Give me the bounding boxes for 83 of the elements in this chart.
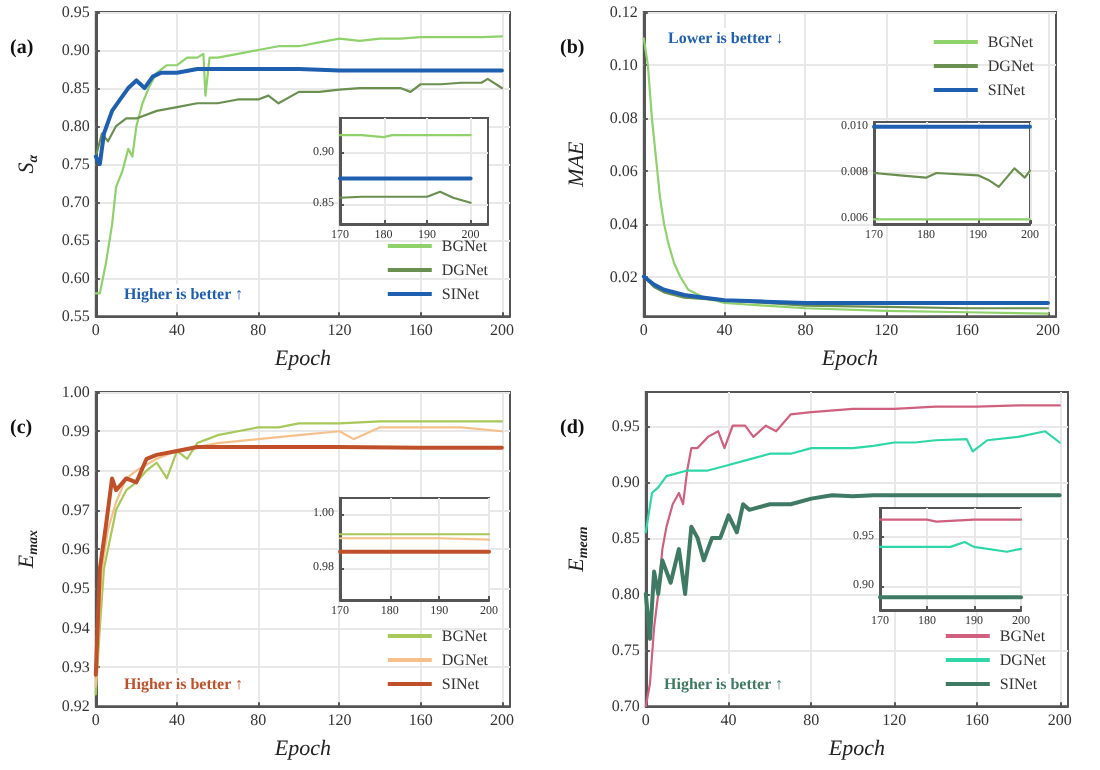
y-tick-label: 0.06 — [609, 161, 638, 180]
y-tick-label: 0.93 — [61, 657, 90, 676]
x-tick-label: 40 — [169, 711, 186, 730]
x-tick-label: 80 — [803, 711, 820, 730]
annotation: Higher is better ↑ — [124, 285, 243, 303]
y-tick-label: 0.98 — [61, 461, 90, 480]
text: (b) — [560, 37, 585, 59]
x-tick-label: 80 — [250, 321, 267, 340]
y-tick-label: 0.95 — [61, 579, 90, 598]
y-tick-label: 0.90 — [611, 472, 640, 491]
y-tick-label: 0.55 — [61, 307, 90, 326]
line-series — [644, 404, 1061, 708]
text: (a) — [10, 37, 34, 59]
legend-label: DGNet — [987, 57, 1036, 75]
x-tick-label: 200 — [1035, 321, 1060, 340]
line-series — [644, 430, 1061, 534]
x-axis-title: Epoch — [272, 737, 332, 761]
y-tick-label: 0.96 — [61, 540, 90, 559]
y-tick-label: 0.70 — [61, 193, 90, 212]
x-tick-label: 160 — [964, 711, 989, 730]
x-tick-label: 120 — [874, 321, 899, 340]
y-tick-label: 0.12 — [609, 3, 638, 21]
x-tick-label: 160 — [408, 321, 433, 340]
x-tick-label: 200 — [489, 711, 514, 730]
legend-label: SINet — [441, 285, 481, 303]
y-tick-label: 0.95 — [61, 3, 90, 21]
x-axis-title: Epoch — [272, 347, 332, 371]
x-tick-label: 200 — [489, 321, 514, 340]
y-tick-label: 0.60 — [61, 269, 90, 288]
legend-label: BGNet — [999, 627, 1047, 645]
x-axis-title: Epoch — [826, 737, 886, 761]
annotation: Higher is better ↑ — [664, 675, 783, 693]
legend-label: DGNet — [441, 651, 490, 669]
y-tick-label: 0.85 — [611, 528, 640, 547]
x-tick-label: 120 — [882, 711, 907, 730]
x-tick-label: 80 — [250, 711, 267, 730]
x-axis-title: Epoch — [819, 347, 879, 371]
y-tick-label: 0.70 — [611, 697, 640, 716]
legend-label: DGNet — [999, 651, 1048, 669]
y-tick-label: 0.04 — [609, 214, 638, 233]
y-tick-label: 1.00 — [61, 383, 90, 401]
y-tick-label: 0.75 — [611, 641, 640, 660]
x-tick-label: 40 — [716, 321, 733, 340]
legend-label: SINet — [441, 675, 481, 693]
y-tick-label: 0.75 — [61, 155, 90, 174]
y-axis-title: MAE — [565, 140, 589, 189]
legend-label: BGNet — [441, 627, 489, 645]
x-tick-label: 0 — [639, 321, 648, 340]
line-series — [872, 167, 1032, 189]
y-tick-label: 0.97 — [61, 500, 90, 519]
y-tick-label: 0.94 — [61, 618, 90, 637]
legend-label: SINet — [999, 675, 1039, 693]
x-tick-label: 160 — [955, 321, 980, 340]
x-tick-label: 160 — [408, 711, 433, 730]
legend-label: SINet — [987, 81, 1027, 99]
x-tick-label: 40 — [720, 711, 737, 730]
y-tick-label: 0.99 — [61, 422, 90, 441]
x-tick-label: 80 — [797, 321, 814, 340]
annotation: Higher is better ↑ — [124, 675, 243, 693]
text: (c) — [10, 417, 33, 439]
y-tick-label: 0.80 — [611, 584, 640, 603]
annotation: Lower is better ↓ — [668, 29, 784, 47]
legend-label: DGNet — [441, 261, 490, 279]
x-tick-label: 200 — [1047, 711, 1072, 730]
legend-label: BGNet — [441, 237, 489, 255]
x-tick-label: 0 — [91, 711, 100, 730]
y-tick-label: 0.65 — [61, 231, 90, 250]
y-tick-label: 0.10 — [609, 55, 638, 74]
y-tick-label: 0.02 — [609, 267, 638, 286]
x-tick-label: 120 — [327, 321, 352, 340]
x-tick-label: 0 — [91, 321, 100, 340]
x-tick-label: 40 — [169, 321, 186, 340]
y-tick-label: 0.85 — [61, 79, 90, 98]
y-tick-label: 0.08 — [609, 108, 638, 127]
line-series — [643, 493, 1062, 641]
y-tick-label: 0.80 — [61, 117, 90, 136]
x-tick-label: 120 — [327, 711, 352, 730]
text: (d) — [560, 417, 585, 439]
legend-label: BGNet — [987, 33, 1035, 51]
y-tick-label: 0.95 — [611, 416, 640, 435]
y-tick-label: 0.90 — [61, 41, 90, 60]
y-tick-label: 0.92 — [61, 697, 90, 716]
x-tick-label: 0 — [641, 711, 650, 730]
